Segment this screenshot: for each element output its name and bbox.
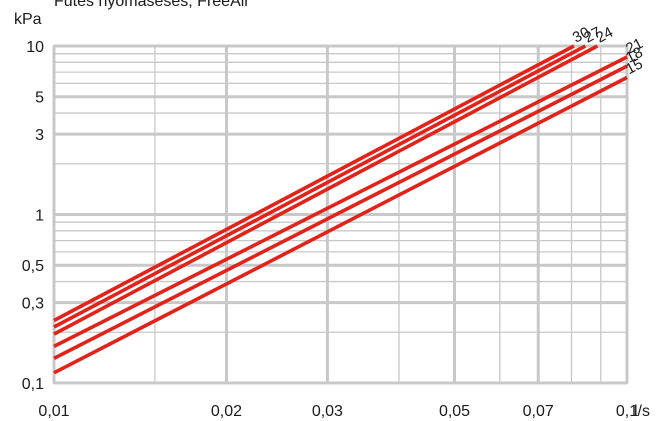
series-line-18 <box>53 64 628 361</box>
y-axis-unit-label: kPa <box>14 11 42 28</box>
series-label-27: 27 <box>581 24 604 47</box>
series-line-27 <box>53 44 587 329</box>
major-gridlines <box>52 44 629 385</box>
series-line-21 <box>53 55 628 349</box>
y-tick-labels: 0,1 0,3 0,5 1 3 5 10 <box>22 39 44 393</box>
series-label-18: 18 <box>623 44 646 67</box>
series-line-24 <box>53 44 599 336</box>
series-line-30 <box>53 44 575 323</box>
y-tick-label: 3 <box>35 127 44 144</box>
x-tick-label: 0,05 <box>439 403 470 420</box>
y-tick-label: 10 <box>26 39 44 56</box>
chart-title: Fűtés nyomásesés, FreeAir <box>54 0 250 10</box>
series-line-15 <box>53 75 628 375</box>
plot-frame <box>53 45 628 384</box>
y-tick-label: 0,1 <box>22 376 44 393</box>
x-tick-label: 0,03 <box>312 403 343 420</box>
x-tick-label: 0,07 <box>523 403 554 420</box>
series-label-21: 21 <box>623 35 646 58</box>
series-label-15: 15 <box>623 55 646 78</box>
y-tick-label: 5 <box>35 90 44 107</box>
x-axis-unit-label: l/s <box>634 403 650 420</box>
y-tick-label: 0,5 <box>22 258 44 275</box>
y-tick-label: 0,3 <box>22 296 44 313</box>
x-tick-label: 0,02 <box>211 403 242 420</box>
series-label-24: 24 <box>593 24 616 47</box>
x-tick-label: 0,1 <box>616 403 638 420</box>
y-tick-label: 1 <box>35 208 44 225</box>
x-tick-labels: 0,01 0,02 0,03 0,05 0,07 0,1 <box>38 403 638 420</box>
series-lines <box>53 44 628 375</box>
x-tick-label: 0,01 <box>38 403 69 420</box>
series-label-30: 30 <box>570 24 593 47</box>
